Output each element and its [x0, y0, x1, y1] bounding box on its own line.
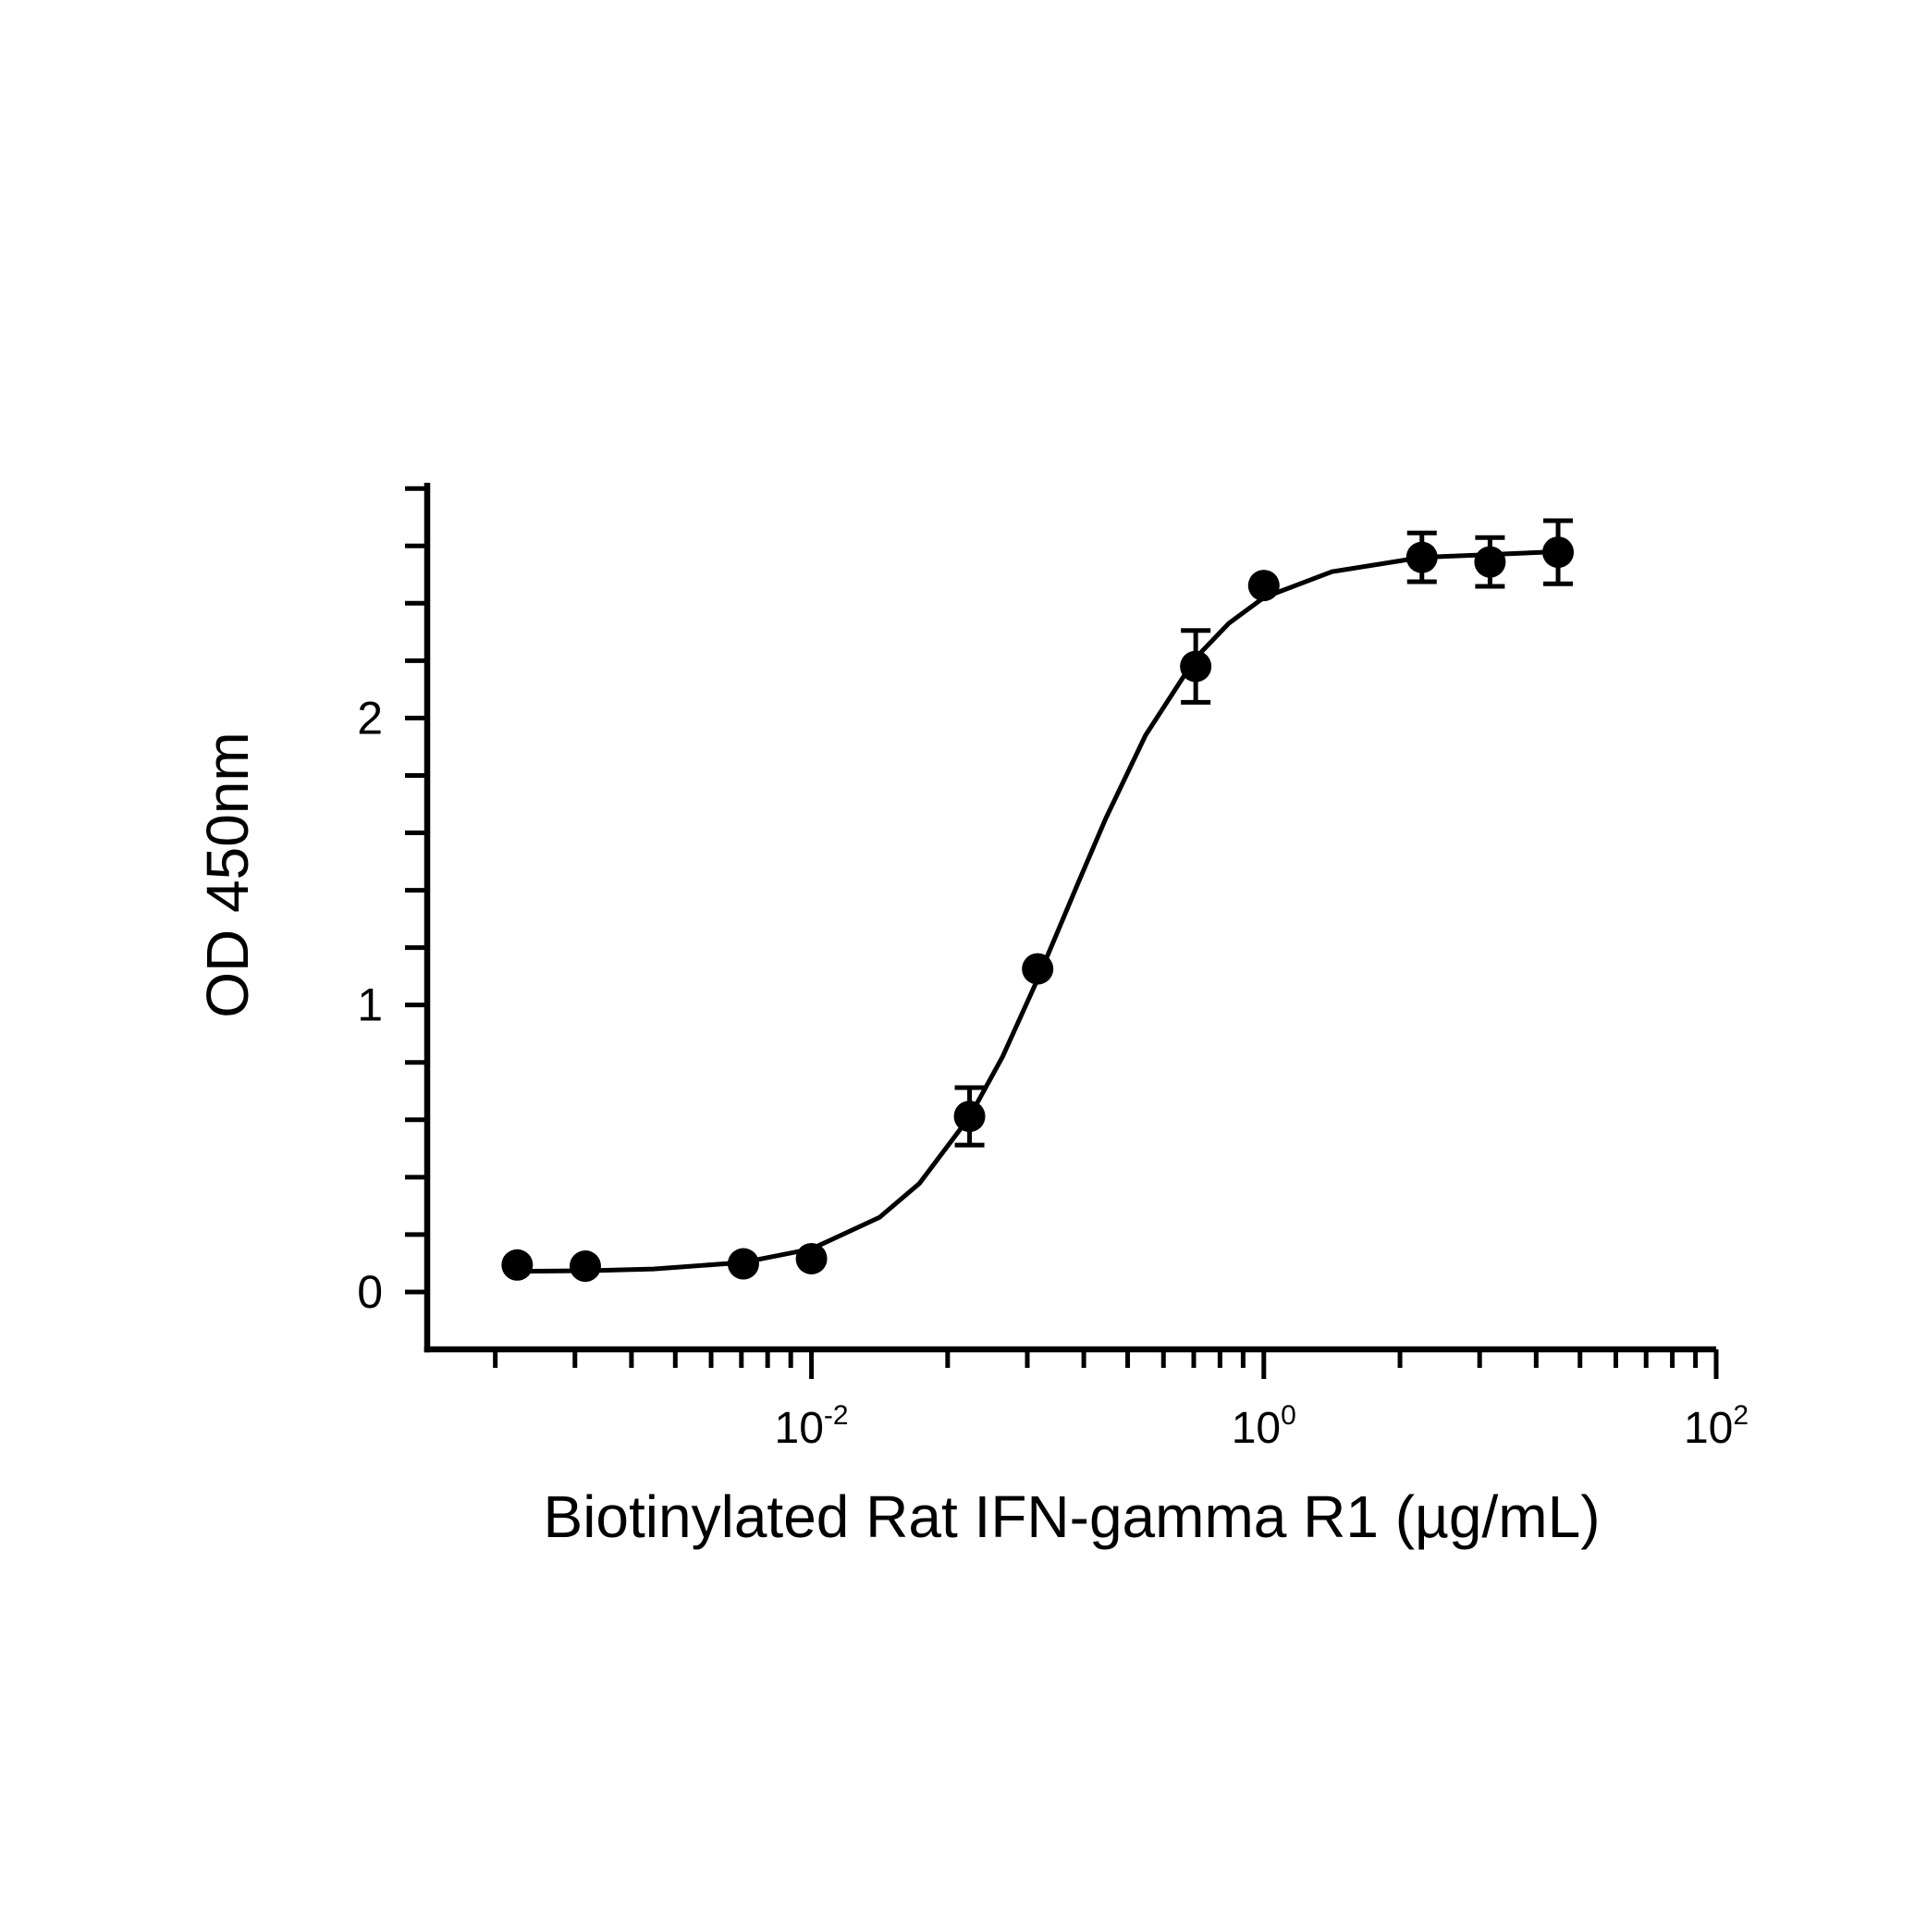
fit-curve [517, 548, 1559, 1274]
x-axis-title: Biotinylated Rat IFN-gamma R1 (µg/mL) [544, 1483, 1601, 1550]
data-point [953, 1101, 986, 1133]
x-tick-exponent: -2 [824, 1400, 849, 1431]
x-tick-exponent: 2 [1733, 1400, 1749, 1431]
data-point [569, 1250, 601, 1283]
y-tick-label: 0 [357, 1266, 383, 1318]
x-tick-base: 10 [1232, 1404, 1281, 1453]
data-point [1474, 546, 1506, 578]
y-tick-label: 1 [357, 979, 383, 1031]
data-point [1180, 650, 1212, 683]
x-tick-base: 10 [775, 1404, 824, 1453]
x-tick-exponent: 0 [1281, 1400, 1296, 1431]
x-tick-label: 10-2 [775, 1400, 849, 1453]
data-point [501, 1249, 534, 1281]
data-point [1405, 541, 1438, 573]
data-point [1542, 536, 1575, 569]
data-point [1247, 570, 1280, 602]
x-tick-label: 100 [1232, 1400, 1296, 1453]
data-point [727, 1248, 759, 1280]
y-axis-title: OD 450nm [194, 732, 261, 1017]
x-tick-label: 102 [1684, 1400, 1749, 1453]
y-tick-label: 2 [357, 692, 383, 744]
x-tick-base: 10 [1684, 1404, 1733, 1453]
data-point [795, 1242, 828, 1274]
data-point [1022, 953, 1054, 985]
